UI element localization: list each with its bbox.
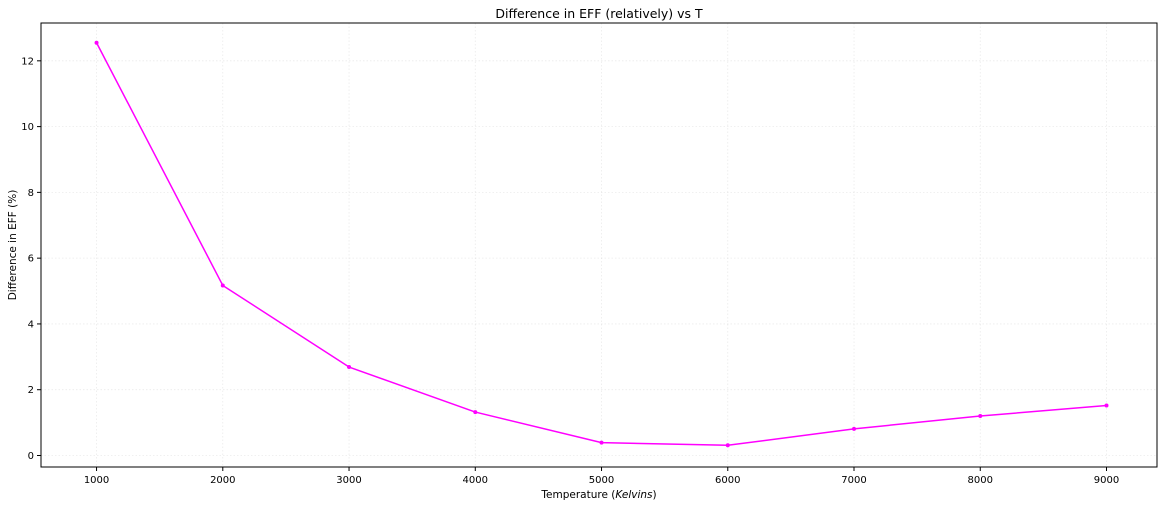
axis-ticks: 1000 2000 3000 4000 5000 6000 7000 8000 9000 0 2 4 6… <box>21 56 1119 486</box>
y-tick-label: 12 <box>21 56 34 67</box>
grid <box>41 23 1157 467</box>
x-tick-label: 7000 <box>841 475 866 486</box>
data-point <box>725 443 730 448</box>
data-point <box>599 440 604 445</box>
y-tick-label: 2 <box>28 385 34 396</box>
series <box>94 40 1109 448</box>
data-point <box>852 426 857 431</box>
y-tick-label: 0 <box>28 451 34 462</box>
chart-title: Difference in EFF (relatively) vs T <box>495 6 703 21</box>
x-tick-label: 9000 <box>1094 475 1119 486</box>
data-point <box>978 414 983 419</box>
plot-area-frame <box>40 22 1158 468</box>
x-tick-label: 5000 <box>589 475 614 486</box>
x-tick-label: 3000 <box>336 475 361 486</box>
y-tick-label: 4 <box>28 319 34 330</box>
y-tick-label: 6 <box>28 254 34 265</box>
x-tick-label: 2000 <box>210 475 235 486</box>
y-tick-label: 10 <box>21 122 34 133</box>
x-axis-title: Temperature (Kelvins) <box>540 489 656 501</box>
x-tick-label: 1000 <box>84 475 109 486</box>
data-point <box>94 40 99 45</box>
data-point <box>1104 403 1109 408</box>
data-point <box>220 283 225 288</box>
data-point <box>473 410 478 415</box>
x-tick-label: 8000 <box>968 475 993 486</box>
data-point <box>347 365 352 370</box>
y-tick-label: 8 <box>28 188 34 199</box>
y-axis-title: Difference in EFF (%) <box>7 190 19 301</box>
x-tick-label: 4000 <box>463 475 488 486</box>
x-tick-label: 6000 <box>715 475 740 486</box>
